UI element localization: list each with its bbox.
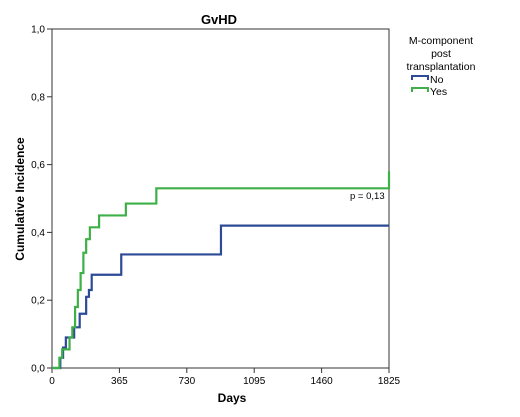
x-tick-label: 1460 <box>310 376 333 387</box>
series-line-yes <box>52 171 391 370</box>
x-tick-label: 365 <box>111 376 128 387</box>
y-tick-label: 0,6 <box>31 160 45 171</box>
y-axis-title: Cumulative Incidence <box>13 137 27 261</box>
y-axis: 0,0 0,2 0,4 0,6 0,8 1,0 <box>31 25 52 375</box>
legend-swatch-no <box>411 75 429 80</box>
plot-frame <box>51 28 390 369</box>
y-tick-label: 0,0 <box>31 364 45 375</box>
x-axis-title: Days <box>218 391 247 405</box>
legend-label-yes: Yes <box>430 86 447 98</box>
p-value-annotation: p = 0,13 <box>350 191 385 202</box>
plot-area <box>51 28 390 369</box>
y-tick-label: 1,0 <box>31 25 45 36</box>
y-tick-label: 0,4 <box>31 228 45 239</box>
series-layer <box>52 171 391 370</box>
x-tick-label: 1095 <box>243 376 266 387</box>
y-tick-label: 0,8 <box>31 92 45 103</box>
legend-label-no: No <box>430 74 444 86</box>
y-tick-label: 0,2 <box>31 296 45 307</box>
legend: M-component post transplantation No Yes <box>407 35 476 98</box>
series-line-no <box>52 224 389 370</box>
legend-title-line-2: post <box>431 48 451 60</box>
x-tick-label: 730 <box>178 376 195 387</box>
x-tick-label: 0 <box>49 376 55 387</box>
legend-swatch-yes <box>411 87 429 92</box>
chart-title: GvHD <box>201 12 237 27</box>
legend-title-line-3: transplantation <box>407 61 476 73</box>
x-tick-label: 1825 <box>378 376 401 387</box>
legend-title-line-1: M-component <box>409 35 473 47</box>
